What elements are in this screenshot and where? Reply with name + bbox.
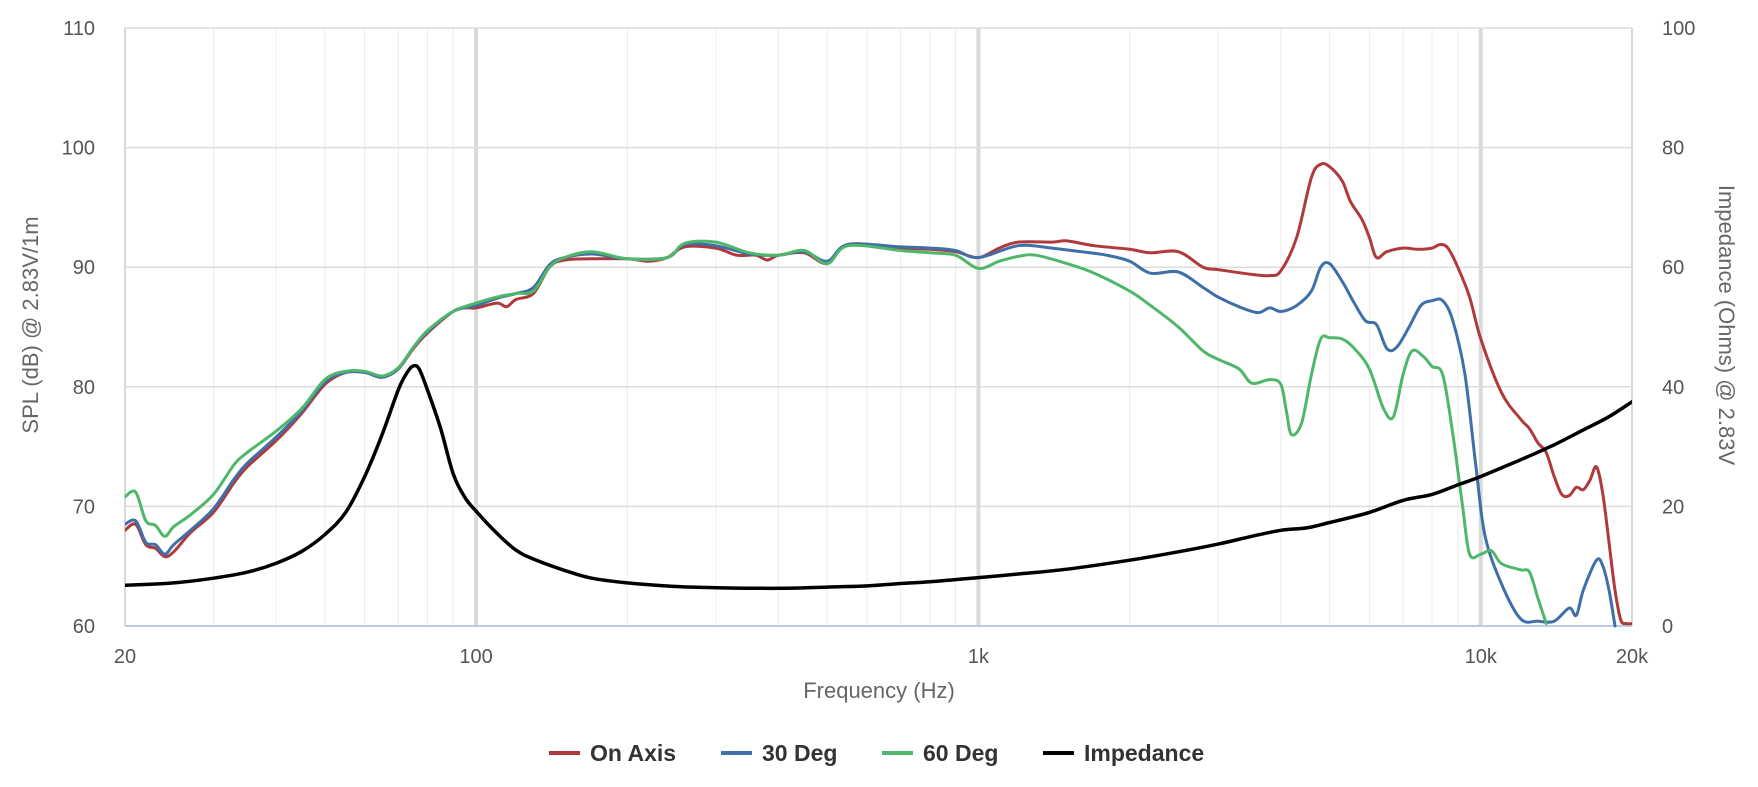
x-tick-label: 100 xyxy=(459,646,492,668)
y2-tick-label: 60 xyxy=(1662,257,1684,279)
series-lines xyxy=(125,162,1632,628)
series-line-impedance xyxy=(125,363,1632,591)
x-axis-title: Frequency (Hz) xyxy=(803,678,955,703)
grid xyxy=(124,27,1633,627)
legend-item-impedance[interactable]: Impedance xyxy=(1043,740,1204,766)
legend-label-on-axis: On Axis xyxy=(590,740,676,766)
y-tick-label: 70 xyxy=(73,496,95,518)
y-tick-label: 110 xyxy=(63,18,95,40)
y-tick-label: 60 xyxy=(73,616,95,638)
tick-labels: 20 100 1k 10k 20k 60 70 80 90 100 110 0 20 40 60 80 100 xyxy=(62,18,1696,668)
series-line-60-deg xyxy=(125,239,1548,626)
x-tick-label: 1k xyxy=(968,646,990,668)
legend-item-30-deg[interactable]: 30 Deg xyxy=(721,740,837,766)
y2-tick-label: 20 xyxy=(1662,496,1684,518)
y-axis-title: SPL (dB) @ 2.83V/1m xyxy=(18,216,43,433)
legend-item-60-deg[interactable]: 60 Deg xyxy=(882,740,998,766)
x-tick-label: 20k xyxy=(1616,646,1649,668)
legend-label-60-deg: 60 Deg xyxy=(923,740,998,766)
legend-item-on-axis[interactable]: On Axis xyxy=(549,740,676,766)
legend[interactable]: On Axis 30 Deg 60 Deg Impedance xyxy=(549,740,1204,766)
y-tick-label: 90 xyxy=(73,257,95,279)
y-tick-label: 80 xyxy=(73,377,95,399)
y2-axis-title: Impedance (Ohms) @ 2.83V xyxy=(1714,185,1739,466)
y2-tick-label: 100 xyxy=(1662,18,1695,40)
y2-tick-label: 0 xyxy=(1662,616,1673,638)
legend-label-impedance: Impedance xyxy=(1084,740,1204,766)
legend-label-30-deg: 30 Deg xyxy=(762,740,837,766)
y2-tick-label: 40 xyxy=(1662,377,1684,399)
y-tick-label: 100 xyxy=(62,138,95,160)
x-tick-label: 10k xyxy=(1465,646,1498,668)
y2-tick-label: 80 xyxy=(1662,138,1684,160)
x-tick-label: 20 xyxy=(114,646,136,668)
